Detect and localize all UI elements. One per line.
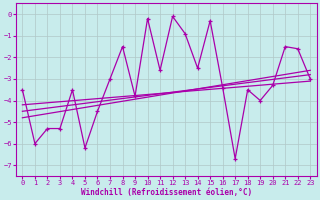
X-axis label: Windchill (Refroidissement éolien,°C): Windchill (Refroidissement éolien,°C) — [81, 188, 252, 197]
